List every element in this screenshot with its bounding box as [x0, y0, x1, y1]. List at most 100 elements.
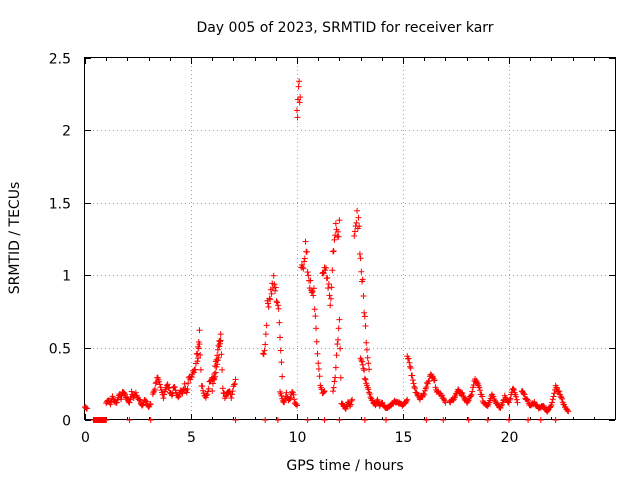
data-point	[310, 292, 317, 299]
data-point	[407, 363, 414, 370]
data-point	[157, 384, 164, 391]
data-point	[438, 392, 445, 399]
data-point	[147, 401, 154, 408]
data-point	[361, 375, 368, 382]
data-point	[313, 325, 320, 332]
data-point	[84, 405, 91, 412]
data-point	[509, 386, 516, 393]
data-point	[294, 402, 300, 409]
data-point	[272, 287, 279, 294]
data-point	[409, 372, 416, 379]
data-point	[363, 339, 370, 346]
data-point	[274, 299, 281, 306]
data-point	[409, 377, 416, 384]
data-point	[455, 386, 462, 393]
data-point	[412, 385, 419, 392]
data-point	[440, 417, 447, 423]
data-point	[260, 351, 267, 358]
data-point	[334, 341, 341, 348]
data-point	[428, 374, 435, 381]
data-point	[263, 322, 270, 329]
data-point	[336, 417, 343, 423]
data-point	[231, 380, 238, 387]
data-point	[351, 232, 358, 239]
y-tick-labels: 0 0.5 1 1.5 2 2.5	[49, 52, 71, 430]
data-point	[169, 390, 176, 397]
data-point	[190, 369, 197, 376]
data-point	[328, 284, 335, 291]
data-point	[551, 390, 558, 397]
data-point	[327, 295, 334, 302]
data-point	[315, 360, 322, 367]
data-point	[293, 401, 300, 408]
data-point	[348, 397, 355, 404]
data-point	[547, 403, 554, 410]
data-point	[192, 366, 199, 373]
data-point	[476, 384, 483, 391]
data-point	[490, 393, 497, 400]
data-point	[326, 292, 333, 299]
data-point	[262, 417, 269, 423]
data-point	[278, 359, 285, 366]
data-point	[289, 388, 296, 395]
data-point	[403, 397, 410, 404]
data-point	[299, 264, 306, 271]
data-point	[195, 355, 202, 362]
data-point	[309, 288, 316, 295]
data-point	[320, 388, 327, 395]
data-point	[420, 390, 427, 397]
data-point	[525, 417, 532, 423]
data-point	[467, 393, 474, 400]
x-tick-label: 10	[289, 430, 307, 446]
data-point	[219, 385, 226, 392]
data-point	[184, 386, 191, 393]
data-point	[156, 378, 163, 385]
data-point	[188, 374, 195, 381]
data-point	[540, 402, 547, 409]
data-point	[506, 396, 513, 403]
data-point	[366, 366, 373, 373]
data-point	[296, 99, 303, 106]
data-point	[217, 331, 224, 338]
data-point	[354, 207, 361, 214]
y-axis-label: SRMTID / TECUs	[7, 182, 23, 295]
y-tick-label: 2	[62, 124, 71, 140]
data-point	[383, 417, 390, 423]
data-point	[232, 417, 239, 423]
axis-ticks	[85, 58, 615, 421]
data-point	[330, 388, 337, 395]
data-point	[143, 398, 150, 405]
data-point	[127, 396, 134, 403]
data-point	[419, 393, 426, 400]
data-point	[175, 394, 182, 401]
data-point	[274, 302, 281, 309]
data-point	[556, 388, 563, 395]
data-point	[332, 220, 339, 227]
data-point	[450, 397, 457, 404]
data-point	[362, 323, 369, 330]
data-point	[334, 336, 341, 343]
data-point	[372, 402, 379, 409]
data-point	[510, 386, 517, 393]
data-point	[199, 383, 206, 390]
data-point	[307, 277, 314, 284]
data-point	[507, 395, 514, 402]
data-point	[209, 380, 216, 387]
data-point	[302, 238, 309, 245]
data-point	[126, 399, 133, 406]
data-point	[312, 313, 319, 320]
data-point	[367, 394, 374, 401]
data-point	[364, 354, 371, 361]
x-tick-label: 15	[395, 430, 413, 446]
data-point	[423, 417, 430, 423]
data-point	[549, 396, 556, 403]
data-point	[113, 399, 120, 406]
data-point	[212, 362, 219, 369]
data-point	[297, 94, 304, 101]
data-point	[274, 417, 281, 423]
data-point	[262, 331, 269, 338]
data-point	[331, 378, 338, 385]
data-point	[270, 272, 277, 279]
chart-title: Day 005 of 2023, SRMTID for receiver kar…	[196, 20, 493, 36]
data-point	[404, 396, 411, 403]
